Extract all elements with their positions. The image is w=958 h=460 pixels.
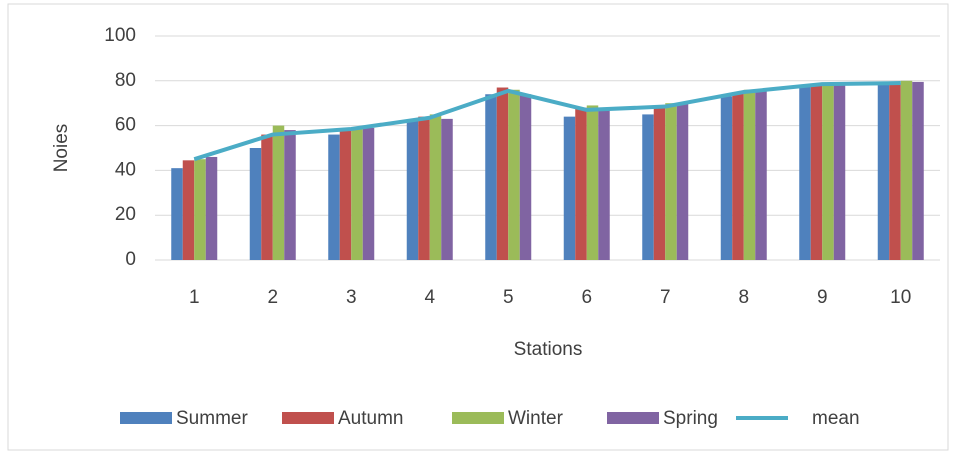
bar — [586, 105, 599, 260]
y-tick-label: 60 — [115, 115, 136, 136]
bar — [732, 92, 744, 260]
bar — [441, 118, 453, 260]
bar — [496, 87, 509, 261]
legend-label: Spring — [663, 408, 718, 429]
x-tick-label: 9 — [817, 287, 828, 308]
legend-swatch — [120, 412, 172, 424]
line — [193, 81, 901, 162]
bar — [755, 89, 767, 260]
y-tick-label: 20 — [115, 204, 136, 225]
y-tick-label: 0 — [125, 249, 136, 270]
bar — [429, 114, 442, 261]
bar — [328, 134, 340, 260]
bar — [194, 159, 206, 260]
legend-swatch — [607, 412, 659, 424]
bar — [642, 114, 654, 261]
bar — [418, 116, 430, 260]
x-tick-label: 4 — [424, 287, 435, 308]
bar — [575, 107, 587, 261]
y-tick-label: 40 — [115, 159, 136, 180]
bar — [720, 96, 733, 260]
bar — [833, 83, 846, 260]
y-tick-label: 80 — [115, 70, 136, 91]
legend-swatch — [452, 412, 504, 424]
legend-label: Winter — [508, 408, 564, 429]
x-axis-label: Stations — [514, 339, 583, 360]
bar — [743, 89, 756, 260]
y-axis-label: Noies — [51, 124, 72, 173]
x-tick-label: 5 — [503, 287, 514, 308]
bar — [598, 107, 610, 261]
bar — [653, 105, 666, 260]
y-tick-label: 100 — [104, 25, 136, 46]
bar — [339, 130, 352, 260]
bar — [665, 103, 677, 260]
x-tick-label: 8 — [738, 287, 749, 308]
chart-border — [7, 3, 949, 451]
bar — [799, 85, 811, 260]
bar — [351, 127, 363, 260]
bar — [877, 83, 890, 260]
bar — [519, 94, 532, 261]
bar — [508, 89, 520, 260]
bar — [810, 85, 823, 260]
x-tick-label: 1 — [189, 287, 200, 308]
legend-label: Summer — [176, 408, 248, 429]
bar — [485, 94, 497, 261]
legend-label: Autumn — [338, 408, 403, 429]
bar — [822, 83, 834, 260]
x-tick-label: 2 — [267, 287, 278, 308]
legend-label: mean — [812, 408, 860, 429]
bar — [900, 80, 913, 260]
x-tick-label: 10 — [890, 287, 911, 308]
bar — [912, 81, 924, 260]
bar — [272, 125, 285, 260]
bar — [676, 103, 689, 260]
bar — [406, 121, 419, 261]
legend-swatch — [282, 412, 334, 424]
bar — [362, 127, 375, 260]
bar — [889, 83, 901, 260]
bar — [205, 156, 218, 260]
bar — [284, 130, 296, 260]
bar — [261, 134, 273, 260]
x-tick-label: 6 — [581, 287, 592, 308]
bar — [563, 116, 576, 260]
x-tick-label: 7 — [660, 287, 671, 308]
x-tick-label: 3 — [346, 287, 357, 308]
bar — [171, 168, 183, 260]
bar — [182, 160, 195, 260]
bar — [249, 148, 262, 260]
